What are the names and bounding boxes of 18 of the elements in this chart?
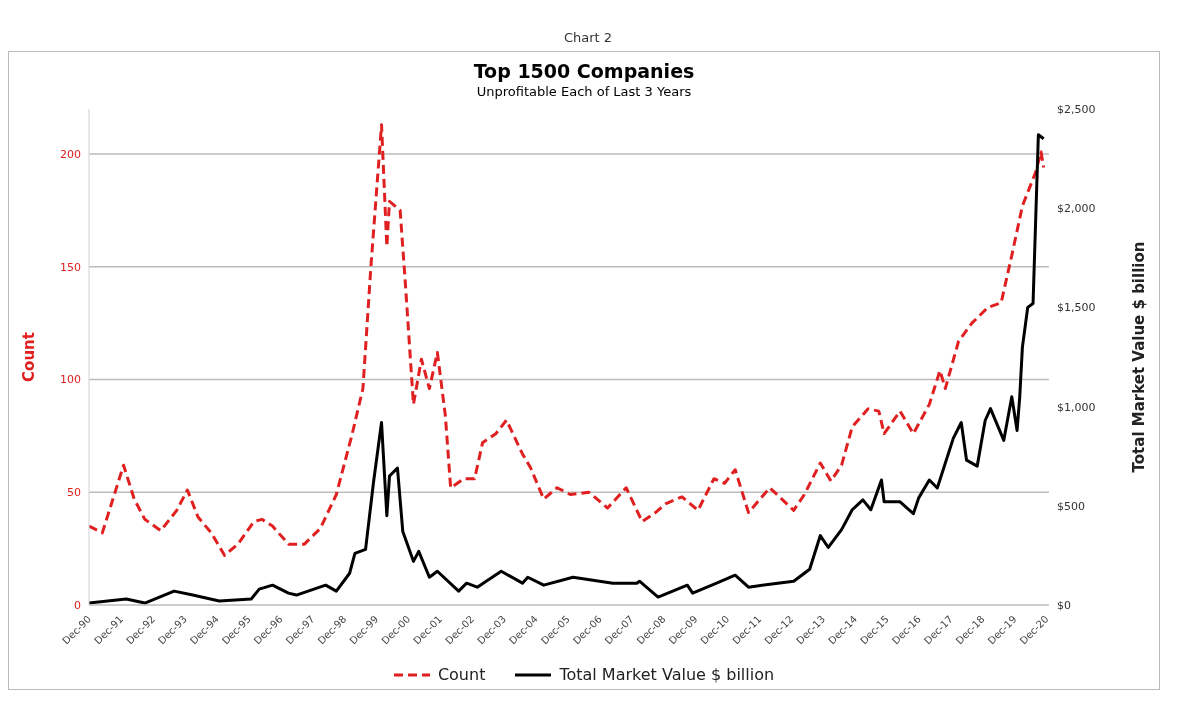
y-axis-title: Count [20, 332, 39, 382]
y2-tick-label: $0 [1057, 598, 1071, 612]
y2-tick-label: $2,500 [1057, 102, 1096, 116]
y2-axis-title: Total Market Value $ billion [1130, 241, 1149, 473]
y2-tick-label: $2,000 [1057, 202, 1096, 216]
legend-label: Total Market Value $ billion [559, 665, 775, 684]
y-tick-label: 200 [60, 148, 81, 161]
caption: Chart 2 [562, 30, 614, 45]
y-tick-label: 0 [74, 598, 81, 612]
y-tick-label: 150 [60, 260, 81, 274]
y2-tick-label: $500 [1057, 499, 1085, 513]
y-tick-label: 100 [60, 373, 81, 387]
chart-subtitle: Unprofitable Each of Last 3 Years [475, 84, 693, 99]
y2-tick-label: $1,500 [1057, 301, 1096, 315]
y-tick-label: 50 [67, 486, 81, 500]
legend-label: Count [437, 665, 486, 684]
chart-title: Top 1500 Companies [472, 60, 696, 82]
y2-tick-label: $1,000 [1057, 400, 1096, 414]
